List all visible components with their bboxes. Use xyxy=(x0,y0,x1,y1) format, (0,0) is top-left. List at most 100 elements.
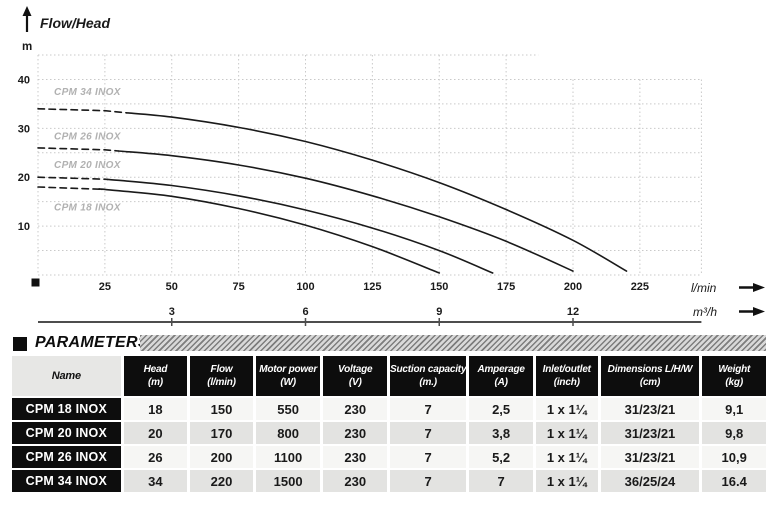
column-header-label: Name xyxy=(51,369,81,382)
x-axis-tick-label: 75 xyxy=(233,281,245,293)
y-axis-tick-label: 20 xyxy=(18,172,30,184)
up-arrow-icon xyxy=(22,6,32,16)
y-axis-tick-label: 40 xyxy=(18,74,30,86)
cell-cpm-18-inox-flow: 150 xyxy=(190,398,253,420)
x-axis-tick-label: 50 xyxy=(166,281,178,293)
row-name-cpm-26-inox: CPM 26 INOX xyxy=(12,446,121,468)
parameters-title-bar: PARAMETERS xyxy=(12,333,766,352)
right-arrow-icon xyxy=(753,283,765,292)
cell-cpm-20-inox-head: 20 xyxy=(123,422,188,444)
cell-cpm-34-inox-suction-capacity: 7 xyxy=(390,470,467,492)
x-axis-tick-label: 125 xyxy=(363,281,381,293)
curve-cpm-26-inox xyxy=(117,150,574,272)
column-header-label: Dimensions L/H/W xyxy=(607,363,693,375)
column-header-label: Amperage xyxy=(477,363,525,375)
cell-cpm-26-inox-motor-power: 1100 xyxy=(255,446,321,468)
parameters-table: Name Head (m) Flow (l/min) Motor power (W) Volt… xyxy=(12,356,766,492)
cell-cpm-18-inox-inlet-outlet: 1 x 1¼ xyxy=(535,398,598,420)
column-header-unit: (l/min) xyxy=(207,377,236,388)
x-axis-tick-label: 200 xyxy=(564,281,582,293)
cell-cpm-20-inox-voltage: 230 xyxy=(323,422,388,444)
cell-cpm-34-inox-weight: 16.4 xyxy=(702,470,766,492)
column-header-unit: (A) xyxy=(494,377,508,388)
curve-dashed-cpm-20-inox xyxy=(37,176,109,181)
column-header-inlet-outlet: Inlet/outlet (inch) xyxy=(535,356,598,396)
curve-cpm-20-inox xyxy=(106,178,494,274)
cell-cpm-18-inox-head: 18 xyxy=(123,398,188,420)
cell-cpm-18-inox-suction-capacity: 7 xyxy=(390,398,467,420)
cell-cpm-18-inox-weight: 9,1 xyxy=(702,398,766,420)
cell-cpm-26-inox-voltage: 230 xyxy=(323,446,388,468)
cell-cpm-20-inox-suction-capacity: 7 xyxy=(390,422,467,444)
column-header-unit: (m) xyxy=(147,377,163,388)
column-header-dimensions-l-h-w: Dimensions L/H/W (cm) xyxy=(600,356,700,396)
column-header-unit: (cm) xyxy=(639,377,661,388)
cell-cpm-34-inox-dimensions-l-h-w: 36/25/24 xyxy=(600,470,700,492)
x-axis-tick-label: 100 xyxy=(296,281,314,293)
column-header-suction-capacity: Suction capacity (m.) xyxy=(390,356,467,396)
cell-cpm-18-inox-dimensions-l-h-w: 31/23/21 xyxy=(600,398,700,420)
secondary-tick-label: 6 xyxy=(302,306,308,318)
cell-cpm-20-inox-motor-power: 800 xyxy=(255,422,321,444)
cell-cpm-26-inox-inlet-outlet: 1 x 1¼ xyxy=(535,446,598,468)
cell-cpm-20-inox-weight: 9,8 xyxy=(702,422,766,444)
x-axis-tick-label: 150 xyxy=(430,281,448,293)
column-header-motor-power: Motor power (W) xyxy=(255,356,321,396)
cell-cpm-26-inox-weight: 10,9 xyxy=(702,446,766,468)
cell-cpm-34-inox-inlet-outlet: 1 x 1¼ xyxy=(535,470,598,492)
cell-cpm-26-inox-dimensions-l-h-w: 31/23/21 xyxy=(600,446,700,468)
curve-label-cpm-26-inox: CPM 26 INOX xyxy=(54,132,122,143)
cell-cpm-26-inox-head: 26 xyxy=(123,446,188,468)
secondary-tick-label: 12 xyxy=(567,306,579,318)
x-axis-tick-label: 175 xyxy=(497,281,515,293)
row-name-cpm-20-inox: CPM 20 INOX xyxy=(12,422,121,444)
cell-cpm-34-inox-amperage: 7 xyxy=(469,470,533,492)
column-header-unit: (V) xyxy=(348,377,362,388)
cell-cpm-20-inox-inlet-outlet: 1 x 1¼ xyxy=(535,422,598,444)
cell-cpm-34-inox-voltage: 230 xyxy=(323,470,388,492)
column-header-name: Name xyxy=(12,356,121,396)
column-header-head: Head (m) xyxy=(123,356,188,396)
column-header-label: Inlet/outlet xyxy=(542,363,591,375)
column-header-label: Flow xyxy=(210,363,233,375)
curve-label-cpm-18-inox: CPM 18 INOX xyxy=(54,202,122,213)
pump-curves xyxy=(37,108,628,274)
cell-cpm-34-inox-motor-power: 1500 xyxy=(255,470,321,492)
cell-cpm-18-inox-motor-power: 550 xyxy=(255,398,321,420)
cell-cpm-20-inox-flow: 170 xyxy=(190,422,253,444)
column-header-weight: Weight (kg) xyxy=(702,356,766,396)
cell-cpm-26-inox-amperage: 5,2 xyxy=(469,446,533,468)
cell-cpm-18-inox-amperage: 2,5 xyxy=(469,398,533,420)
curve-label-cpm-34-inox: CPM 34 INOX xyxy=(54,87,122,98)
y-axis-tick-label: 10 xyxy=(18,221,30,233)
secondary-unit-label: m³/h xyxy=(693,305,717,319)
secondary-tick-label: 3 xyxy=(169,306,175,318)
column-header-unit: (inch) xyxy=(553,377,580,388)
cell-cpm-18-inox-voltage: 230 xyxy=(323,398,388,420)
column-header-unit: (m.) xyxy=(419,377,437,388)
column-header-unit: (W) xyxy=(280,377,296,388)
square-bullet-icon xyxy=(13,337,27,351)
column-header-label: Motor power xyxy=(259,363,318,375)
column-header-voltage: Voltage (V) xyxy=(323,356,388,396)
x-axis-tick-label: 225 xyxy=(631,281,649,293)
column-header-amperage: Amperage (A) xyxy=(469,356,533,396)
cell-cpm-26-inox-suction-capacity: 7 xyxy=(390,446,467,468)
column-header-unit: (kg) xyxy=(725,377,743,388)
right-arrow-icon-2 xyxy=(753,307,765,316)
chart-grid xyxy=(37,54,702,276)
x-axis-tick-label: 25 xyxy=(99,281,111,293)
curve-cpm-18-inox xyxy=(98,188,441,274)
cell-cpm-34-inox-flow: 220 xyxy=(190,470,253,492)
primary-unit-label: l/min xyxy=(691,281,717,295)
cell-cpm-20-inox-amperage: 3,8 xyxy=(469,422,533,444)
curve-label-cpm-20-inox: CPM 20 INOX xyxy=(54,160,122,171)
cell-cpm-20-inox-dimensions-l-h-w: 31/23/21 xyxy=(600,422,700,444)
hatch-band xyxy=(140,335,766,351)
row-name-cpm-18-inox: CPM 18 INOX xyxy=(12,398,121,420)
curve-dashed-cpm-18-inox xyxy=(37,186,103,191)
curve-dashed-cpm-26-inox xyxy=(37,147,120,152)
y-unit-label: m xyxy=(22,41,32,53)
cell-cpm-26-inox-flow: 200 xyxy=(190,446,253,468)
